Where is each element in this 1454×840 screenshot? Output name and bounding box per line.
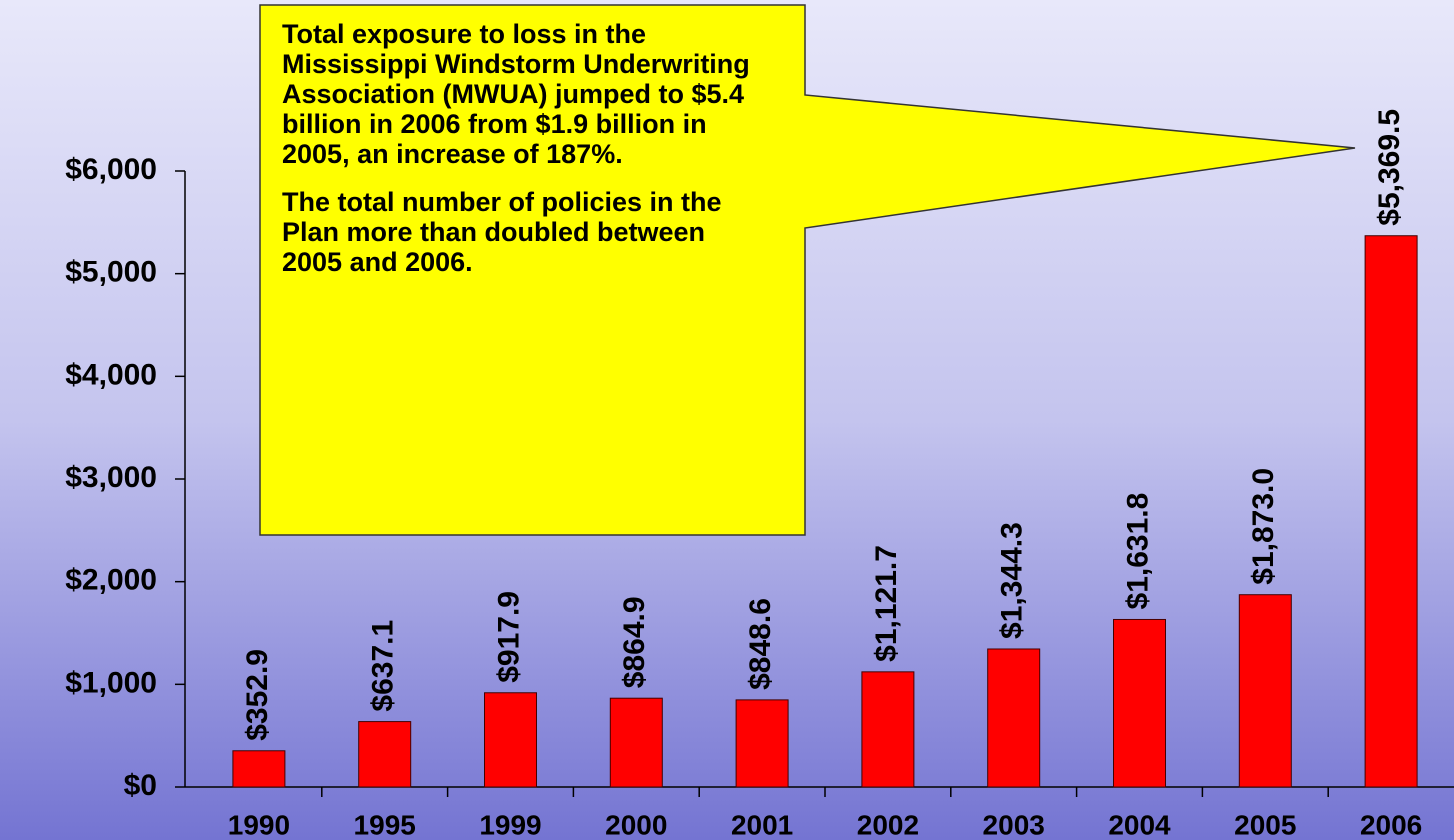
bar <box>1364 235 1418 788</box>
y-tick-label: $3,000 <box>65 461 157 494</box>
bar <box>609 697 663 788</box>
x-tick-label: 2001 <box>731 809 793 840</box>
value-label: $864.9 <box>618 596 651 688</box>
bar <box>358 721 412 788</box>
x-tick-label: 1990 <box>228 809 290 840</box>
x-tick-label: 2004 <box>1108 809 1171 840</box>
bar <box>484 692 537 788</box>
x-tick-label: 2002 <box>857 809 919 840</box>
y-tick-label: $1,000 <box>65 666 157 699</box>
annotation: The total number of policies in the Plan… <box>282 187 722 277</box>
value-label: $352.9 <box>241 649 274 741</box>
bar <box>735 699 789 788</box>
y-tick-label: $5,000 <box>65 256 157 289</box>
y-tick-label: $6,000 <box>65 153 157 186</box>
bar <box>987 648 1041 788</box>
value-label: $917.9 <box>492 591 525 683</box>
callout-box <box>259 4 1356 536</box>
y-tick-label: $2,000 <box>65 564 157 597</box>
value-label: $848.6 <box>744 598 777 690</box>
x-tick-label: 1995 <box>354 809 416 840</box>
x-tick-label: 1999 <box>479 809 541 840</box>
bar <box>1238 594 1292 788</box>
callout-text: Total exposure to loss in the Mississipp… <box>262 7 782 527</box>
y-tick-label: $4,000 <box>65 358 157 391</box>
value-label: $637.1 <box>367 620 400 712</box>
annotation: Total exposure to loss in the Mississipp… <box>282 19 750 169</box>
value-label: $1,121.7 <box>870 545 903 662</box>
bar <box>1113 618 1166 788</box>
value-label: $5,369.5 <box>1373 109 1406 226</box>
bar <box>232 750 286 788</box>
value-label: $1,873.0 <box>1247 468 1280 585</box>
x-tick-label: 2005 <box>1234 809 1296 840</box>
y-tick-label: $0 <box>124 769 157 802</box>
bar <box>861 671 915 788</box>
x-tick-label: 2000 <box>605 809 667 840</box>
x-tick-label: 2006 <box>1360 809 1422 840</box>
x-tick-label: 2003 <box>983 809 1045 840</box>
value-label: $1,344.3 <box>996 522 1029 639</box>
value-label: $1,631.8 <box>1121 493 1154 610</box>
